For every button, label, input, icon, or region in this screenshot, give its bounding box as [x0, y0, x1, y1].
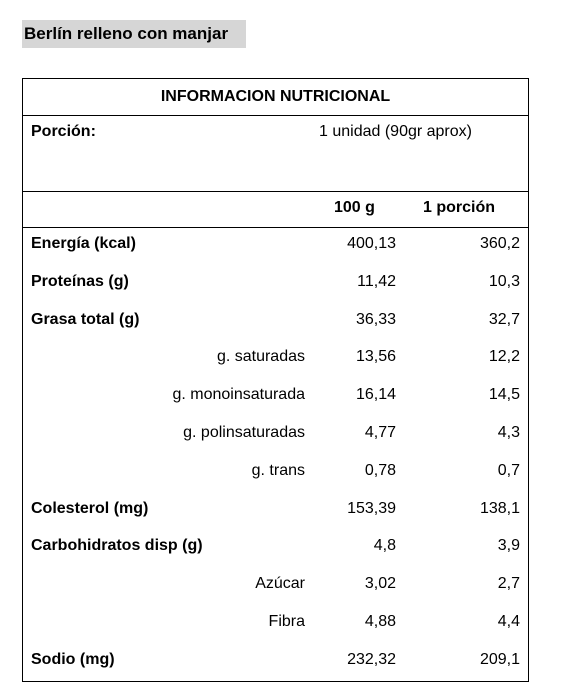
value-100g: 13,56: [355, 348, 396, 366]
nutrient-name: Sodio (mg): [31, 650, 115, 668]
nutrient-name: Fibra: [268, 613, 305, 630]
value-100g: 0,78: [364, 461, 396, 479]
value-portion: 10,3: [488, 272, 520, 290]
value-100g: 16,14: [355, 386, 396, 404]
table-row: Fibra 4,88 4,4: [23, 606, 528, 638]
value-100g: 11,42: [357, 272, 396, 290]
value-portion: 0,7: [497, 461, 520, 479]
value-100g: 36,33: [355, 310, 396, 328]
value-portion: 138,1: [479, 499, 520, 517]
value-portion: 4,4: [497, 613, 520, 630]
value-portion: 209,1: [479, 650, 520, 668]
table-row: Proteínas (g) 11,42 10,3: [23, 266, 528, 298]
value-100g: 400,13: [347, 235, 396, 252]
nutrient-name: g. monoinsaturada: [172, 386, 305, 404]
table-row: g. polinsaturadas 4,77 4,3: [23, 417, 528, 449]
value-100g: 3,02: [364, 575, 396, 593]
nutrient-name: g. saturadas: [216, 348, 305, 366]
nutrient-name: g. polinsaturadas: [183, 424, 305, 441]
table-row: Colesterol (mg) 153,39 138,1: [23, 493, 528, 525]
value-portion: 14,5: [488, 386, 520, 404]
value-portion: 32,7: [488, 310, 520, 328]
nutrient-name: Azúcar: [255, 575, 305, 593]
table-row: g. saturadas 13,56 12,2: [23, 341, 528, 373]
nutrient-name: g. trans: [251, 461, 305, 479]
divider: [23, 227, 528, 228]
table-heading: INFORMACION NUTRICIONAL: [160, 88, 391, 105]
nutrient-name: Carbohidratos disp (g): [31, 537, 203, 555]
table-row: g. trans 0,78 0,7: [23, 455, 528, 487]
portion-value: 1 unidad (90gr aprox): [319, 123, 472, 140]
column-header-100g: 100 g: [334, 199, 375, 216]
nutrition-table: INFORMACION NUTRICIONAL Porción: 1 unida…: [22, 78, 529, 682]
value-portion: 3,9: [497, 537, 520, 555]
nutrient-name: Energía (kcal): [31, 235, 136, 252]
divider: [23, 191, 528, 192]
table-row: Energía (kcal) 400,13 360,2: [23, 228, 528, 260]
nutrient-name: Grasa total (g): [31, 310, 140, 328]
value-portion: 360,2: [479, 235, 520, 252]
table-row: g. monoinsaturada 16,14 14,5: [23, 379, 528, 411]
nutrient-name: Proteínas (g): [31, 272, 129, 290]
value-portion: 4,3: [497, 424, 520, 441]
value-100g: 4,77: [364, 424, 396, 441]
value-portion: 12,2: [488, 348, 520, 366]
divider: [23, 115, 528, 116]
page-title: Berlín relleno con manjar: [22, 20, 246, 48]
value-portion: 2,7: [497, 575, 520, 593]
nutrient-name: Colesterol (mg): [31, 499, 149, 517]
table-row: Azúcar 3,02 2,7: [23, 568, 528, 600]
value-100g: 4,8: [373, 537, 396, 555]
portion-label: Porción:: [31, 123, 96, 140]
value-100g: 4,88: [364, 613, 396, 630]
value-100g: 153,39: [347, 499, 396, 517]
table-row: Sodio (mg) 232,32 209,1: [23, 644, 528, 676]
table-row: Carbohidratos disp (g) 4,8 3,9: [23, 530, 528, 562]
column-header-portion: 1 porción: [423, 199, 496, 216]
table-row: Grasa total (g) 36,33 32,7: [23, 304, 528, 336]
value-100g: 232,32: [347, 650, 396, 668]
